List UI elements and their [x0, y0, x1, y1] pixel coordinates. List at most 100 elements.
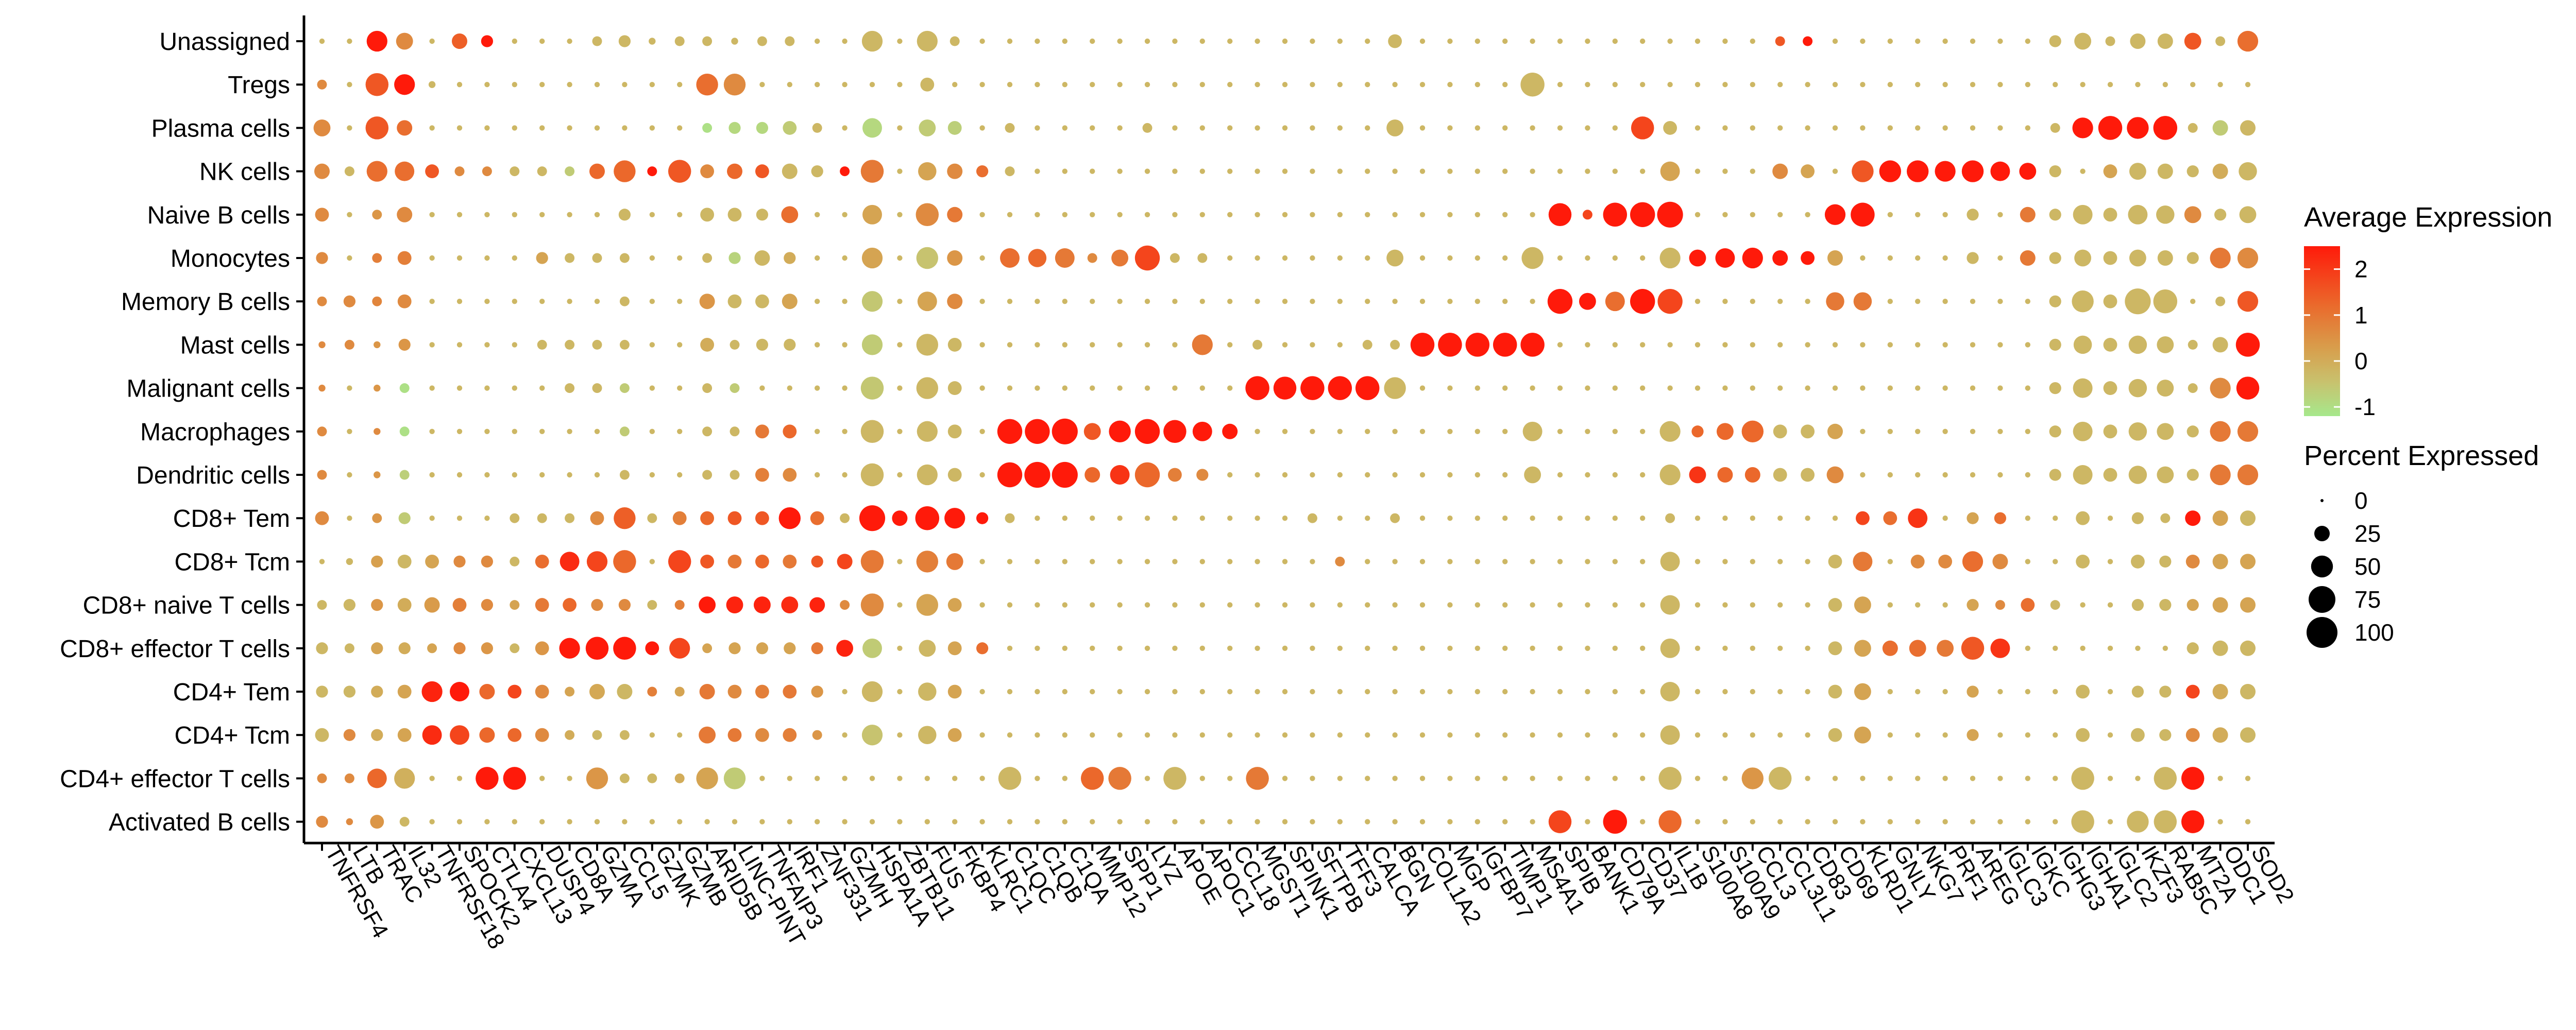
expression-dot [1087, 253, 1097, 263]
expression-dot [1255, 689, 1260, 695]
expression-dot [2107, 645, 2113, 651]
expression-dot [727, 163, 742, 179]
expression-dot [1777, 212, 1783, 217]
expression-dot [2073, 465, 2093, 485]
expression-dot [1028, 249, 1047, 267]
expression-dot [1144, 82, 1150, 88]
expression-dot [1530, 38, 1535, 44]
expression-dot [594, 428, 600, 434]
expression-dot [1548, 203, 1572, 227]
expression-dot [1392, 559, 1398, 564]
expression-dot [1144, 559, 1150, 564]
expression-dot [567, 38, 572, 44]
expression-dot [539, 428, 545, 434]
expression-dot [1805, 299, 1810, 304]
expression-dot [677, 342, 683, 348]
expression-dot [1062, 212, 1067, 217]
y-axis-ticks [296, 40, 304, 823]
expression-dot [2025, 559, 2030, 564]
expression-dot [1722, 689, 1728, 695]
expression-dot [1282, 255, 1288, 261]
expression-dot [730, 470, 740, 480]
expression-dot [1035, 38, 1040, 44]
expression-dot [479, 727, 495, 743]
expression-dot [1942, 689, 1948, 695]
expression-dot [1557, 559, 1563, 564]
expression-dot [567, 125, 572, 131]
expression-dot [1942, 602, 1948, 608]
size-legend-items: 0 25 50 75 100 [2307, 487, 2394, 648]
expression-dot [1612, 732, 1618, 738]
expression-dot [2049, 469, 2061, 481]
expression-dot [370, 815, 384, 829]
expression-dot [1777, 299, 1783, 304]
expression-dot [1117, 689, 1123, 695]
expression-dot [1722, 645, 1728, 651]
expression-dot [1915, 82, 1921, 88]
expression-dot [1000, 248, 1020, 268]
expression-dot [397, 684, 412, 699]
expression-dot [1328, 376, 1352, 400]
expression-dot [1007, 559, 1013, 564]
expression-dot [1772, 163, 1788, 179]
expression-dot [1362, 339, 1372, 350]
expression-dot [344, 339, 354, 350]
expression-dot [842, 428, 848, 434]
expression-dot [1282, 342, 1288, 348]
expression-dot [1090, 732, 1095, 738]
expression-dot [1750, 299, 1755, 304]
expression-dot [1585, 472, 1590, 478]
expression-dot [589, 684, 605, 699]
expression-dot [397, 251, 412, 265]
expression-dot [727, 728, 742, 742]
expression-dot [979, 689, 985, 695]
expression-dot [453, 555, 466, 568]
expression-dot [1750, 385, 1755, 391]
expression-dot [1612, 255, 1618, 261]
expression-dot [1915, 38, 1921, 44]
expression-dot [1585, 342, 1590, 348]
expression-dot [1887, 38, 1893, 44]
expression-dot [1310, 559, 1315, 564]
expression-dot [2185, 684, 2200, 699]
expression-dot [507, 684, 522, 699]
expression-dot [674, 600, 685, 610]
expression-dot [456, 255, 463, 261]
expression-dot [1419, 255, 1426, 261]
expression-dot [1832, 819, 1838, 825]
expression-dot [1805, 125, 1810, 131]
expression-dot [815, 776, 820, 781]
expression-dot [1447, 299, 1453, 304]
expression-dot [1585, 559, 1590, 564]
expression-dot [1447, 125, 1453, 131]
expression-dot [979, 299, 985, 304]
expression-dot [2128, 466, 2147, 484]
expression-dot [2185, 510, 2201, 526]
expression-dot [787, 776, 793, 781]
expression-dot [860, 463, 884, 487]
expression-dot [2107, 732, 2113, 738]
expression-dot [1887, 125, 1893, 131]
expression-dot [1090, 125, 1095, 131]
expression-dot [2025, 689, 2030, 695]
expression-dot [565, 339, 575, 350]
expression-dot [897, 82, 903, 88]
expression-dot [1090, 645, 1095, 651]
expression-dot [1282, 732, 1288, 738]
expression-dot [365, 73, 389, 96]
expression-dot [2049, 35, 2061, 47]
expression-dot [1772, 250, 1788, 266]
expression-dot [619, 773, 630, 783]
expression-dot [484, 255, 490, 261]
expression-dot [2020, 207, 2036, 222]
expression-dot [860, 593, 884, 616]
expression-dot [2210, 421, 2231, 442]
expression-dot [1227, 819, 1233, 825]
expression-dot [756, 209, 769, 221]
expression-dot [1658, 810, 1682, 833]
expression-dot [456, 472, 463, 478]
expression-dot [479, 684, 495, 699]
expression-dot [1694, 342, 1701, 348]
expression-dot [1475, 255, 1480, 261]
expression-dot [1310, 255, 1315, 261]
